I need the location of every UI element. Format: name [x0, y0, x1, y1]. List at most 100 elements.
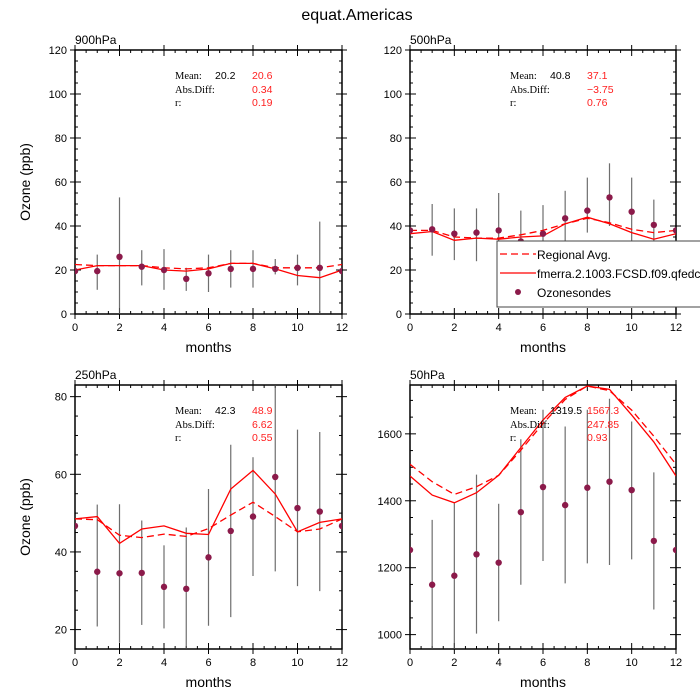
ozonesonde-point — [160, 583, 168, 591]
y-tick-label: 1400 — [378, 496, 402, 508]
ozonesonde-point — [539, 483, 547, 491]
x-tick-label: 8 — [584, 657, 590, 669]
x-tick-label: 2 — [116, 657, 122, 669]
ozonesonde-point — [338, 522, 342, 530]
ozonesonde-point — [451, 230, 458, 237]
ozonesonde-point — [410, 546, 414, 554]
panel-label: 500hPa — [410, 33, 452, 47]
x-tick-label: 10 — [291, 657, 303, 669]
x-tick-label: 6 — [205, 657, 211, 669]
panel-label: 900hPa — [75, 33, 117, 47]
x-tick-label: 0 — [72, 322, 78, 334]
plot-area — [75, 197, 342, 314]
x-tick-label: 6 — [205, 322, 211, 334]
ozonesonde-point — [428, 581, 436, 588]
ozonesonde-point — [138, 569, 145, 577]
ozonesonde-point — [428, 226, 436, 233]
legend-item: fmerra.2.1003.FCSD.f09.qfedcmip — [500, 267, 700, 281]
y-tick-label: 0 — [396, 309, 402, 321]
model-line — [410, 385, 676, 504]
y-tick-label: 0 — [61, 309, 67, 321]
stats-r: 0.19 — [252, 97, 273, 109]
ozonesonde-point — [227, 527, 234, 535]
stats-r-label: r: — [510, 98, 516, 109]
panel-label: 50hPa — [410, 368, 445, 382]
stats-mean-label: Mean: — [510, 406, 537, 417]
legend-marker-icon — [515, 289, 521, 295]
ozonesonde-point — [672, 546, 676, 554]
ozonesonde-point — [451, 572, 458, 579]
ozonesonde-point — [561, 501, 569, 509]
ozonesonde-point — [249, 265, 257, 273]
ozonesonde-point — [94, 568, 101, 575]
x-tick-label: 10 — [626, 657, 638, 669]
y-tick-label: 20 — [55, 625, 67, 637]
stats-obs-mean: 40.8 — [550, 70, 571, 82]
ozonesonde-point — [473, 551, 480, 558]
ozonesonde-point — [205, 554, 212, 561]
y-tick-label: 80 — [55, 133, 67, 145]
y-tick-label: 1000 — [378, 630, 402, 642]
y-tick-label: 60 — [55, 469, 67, 481]
x-tick-label: 12 — [670, 322, 682, 334]
legend-label: Regional Avg. — [537, 248, 611, 262]
ozonesonde-point — [294, 504, 301, 512]
ozonesonde-point — [249, 513, 257, 520]
stats-mean-label: Mean: — [175, 406, 202, 417]
ozonesonde-point — [410, 227, 414, 234]
x-tick-label: 4 — [496, 657, 502, 669]
model-line — [75, 262, 342, 279]
ozonesonde-point — [272, 265, 279, 273]
ozonesonde-point — [473, 229, 480, 236]
x-tick-label: 2 — [451, 322, 457, 334]
stats-absdiff: 6.62 — [252, 419, 273, 431]
x-tick-label: 6 — [540, 322, 546, 334]
legend-label: Ozonesondes — [537, 286, 611, 300]
x-tick-label: 2 — [116, 322, 122, 334]
ozonesonde-point — [183, 275, 190, 282]
stats-r: 0.55 — [252, 432, 273, 444]
ozonesonde-point — [160, 266, 168, 274]
ozonesonde-point — [75, 267, 79, 275]
model-line — [75, 469, 342, 545]
ozonesonde-point — [584, 484, 591, 491]
y-tick-label: 60 — [55, 177, 67, 189]
y-tick-label: 1600 — [378, 429, 402, 441]
ozonesonde-point — [650, 221, 658, 229]
y-tick-label: 20 — [390, 265, 402, 277]
ozonesonde-point — [517, 508, 525, 516]
stats-model-mean: 1567.3 — [587, 405, 619, 417]
y-tick-label: 40 — [55, 221, 67, 233]
x-axis-label: months — [520, 674, 566, 690]
ozonesonde-point — [584, 207, 591, 214]
ozonesonde-point — [138, 263, 145, 270]
y-axis-label: Ozone (ppb) — [17, 478, 33, 556]
ozonesonde-point — [561, 215, 569, 222]
ozonesonde-point — [338, 267, 342, 275]
panel-250hPa: 0 2 4 6 8 10 12 20 40 60 80 250hPa months Ozone (ppb)… — [17, 368, 348, 690]
regional-avg-line — [410, 385, 676, 496]
stats-absdiff: −3.75 — [587, 84, 614, 96]
x-tick-label: 8 — [584, 322, 590, 334]
panel-label: 250hPa — [75, 368, 117, 382]
ozonesonde-point — [628, 486, 635, 494]
figure-title: equat.Americas — [301, 7, 412, 24]
ozonesonde-point — [606, 194, 613, 201]
x-tick-label: 0 — [407, 657, 413, 669]
x-tick-label: 10 — [626, 322, 638, 334]
stats-r-label: r: — [510, 433, 516, 444]
x-tick-label: 4 — [496, 322, 502, 334]
ozonesonde-point — [94, 267, 101, 275]
ozonesonde-point — [495, 559, 502, 566]
stats-model-mean: 20.6 — [252, 70, 273, 82]
ozonesonde-point — [227, 265, 234, 273]
stats-r: 0.93 — [587, 432, 608, 444]
stats-mean-label: Mean: — [510, 71, 537, 82]
y-tick-label: 1200 — [378, 563, 402, 575]
x-tick-label: 6 — [540, 657, 546, 669]
stats-model-mean: 37.1 — [587, 70, 608, 82]
stats-obs-mean: 42.3 — [215, 405, 236, 417]
x-tick-label: 4 — [161, 657, 167, 669]
x-tick-label: 0 — [407, 322, 413, 334]
